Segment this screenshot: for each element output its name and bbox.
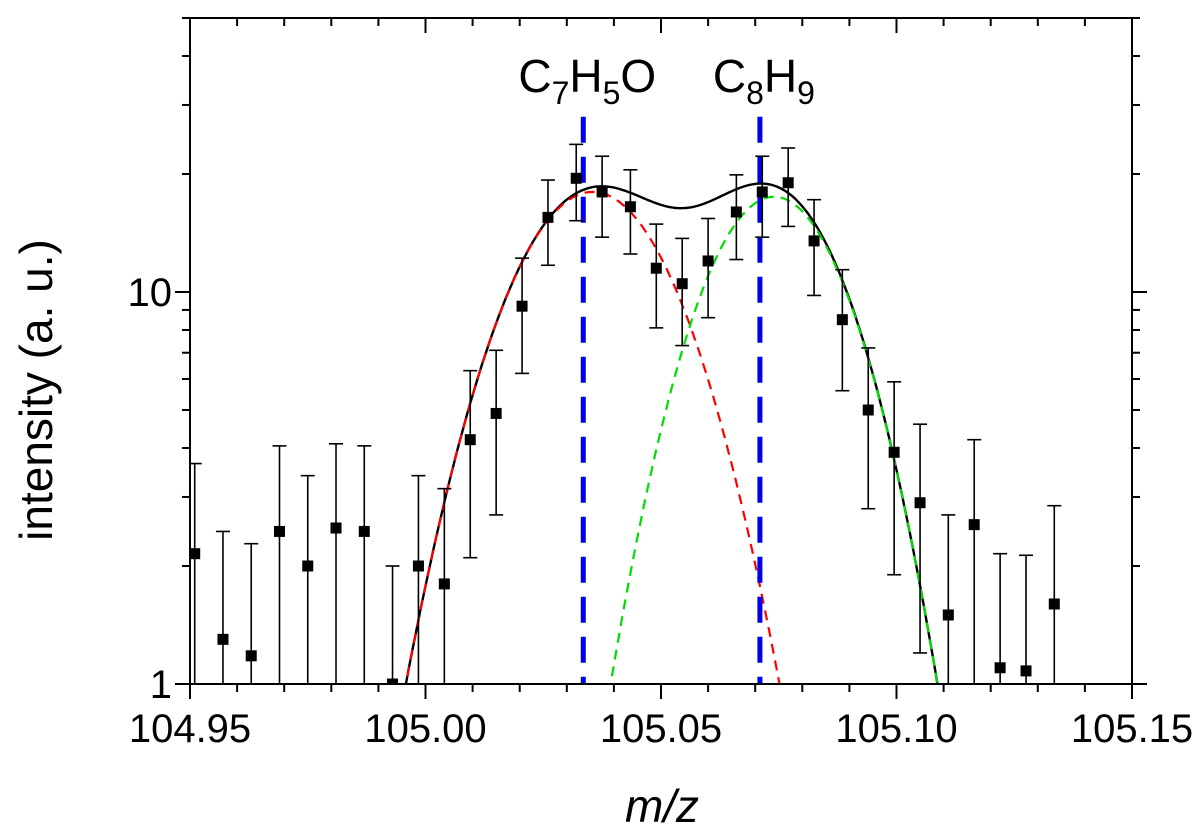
point-marker <box>730 206 742 218</box>
fit-curves <box>404 182 939 684</box>
point-marker <box>1048 598 1060 610</box>
data-point <box>649 223 664 329</box>
formula-text: C <box>518 50 551 102</box>
point-marker <box>190 548 201 560</box>
data-point <box>623 168 638 255</box>
point-marker <box>650 262 662 274</box>
data-point <box>272 445 287 684</box>
point-marker <box>756 186 768 198</box>
point-marker <box>914 497 926 509</box>
formula-text: C <box>713 50 746 102</box>
point-marker <box>387 678 399 684</box>
data-point <box>1019 554 1034 684</box>
data-point <box>357 445 372 684</box>
c7h5o-label: C7H5O <box>518 50 656 111</box>
reference-lines <box>580 116 763 684</box>
x-tick-label: 105.05 <box>600 707 722 751</box>
point-marker <box>596 186 608 198</box>
point-marker <box>542 211 554 223</box>
point-marker <box>358 525 370 537</box>
data-point <box>489 349 504 516</box>
point-marker <box>570 172 582 184</box>
x-tick-label: 105.15 <box>1071 707 1193 751</box>
formula-text: O <box>620 50 656 102</box>
formula-text: H <box>569 50 602 102</box>
point-marker <box>808 235 820 247</box>
data-point <box>729 174 744 261</box>
formula-subscript: 9 <box>797 75 815 111</box>
point-marker <box>1020 665 1032 677</box>
data-point <box>1047 504 1062 684</box>
data-point <box>411 474 426 684</box>
formula-subscript: 7 <box>552 75 570 111</box>
data-point <box>701 217 716 319</box>
data-points <box>190 143 1062 684</box>
data-point <box>993 552 1008 684</box>
component-c7h5o <box>404 190 781 684</box>
point-marker <box>782 177 794 189</box>
point-marker <box>464 434 476 446</box>
point-marker <box>217 633 229 645</box>
point-marker <box>994 662 1006 674</box>
point-marker <box>942 609 954 621</box>
data-point <box>967 438 982 684</box>
formula-text: H <box>764 50 797 102</box>
data-point <box>675 237 690 347</box>
data-point <box>540 179 555 267</box>
data-point <box>215 530 230 684</box>
data-point <box>835 268 850 392</box>
formula-subscript: 8 <box>746 75 764 111</box>
point-marker <box>836 314 848 326</box>
data-point <box>437 487 452 684</box>
data-point <box>595 155 610 238</box>
axis-ticks: 104.95 105.00 105.05 105.10 105.15 1 10 <box>128 17 1193 751</box>
point-marker <box>702 255 714 267</box>
data-point <box>887 381 902 576</box>
data-point <box>515 257 530 375</box>
data-point <box>807 198 822 297</box>
plot-frame <box>189 17 1133 685</box>
data-point <box>913 423 928 654</box>
peak-annotations: C7H5O C8H9 <box>518 50 815 111</box>
data-point <box>300 474 315 684</box>
point-marker <box>888 446 900 458</box>
c8h9-label: C8H9 <box>713 50 815 111</box>
point-marker <box>273 525 285 537</box>
point-marker <box>438 578 450 590</box>
x-tick-label: 105.10 <box>835 707 957 751</box>
point-marker <box>968 519 980 531</box>
total-fit <box>404 182 939 684</box>
data-point <box>941 514 956 684</box>
data-point <box>569 143 584 222</box>
x-tick-label: 104.95 <box>129 707 251 751</box>
x-tick-label: 105.00 <box>364 707 486 751</box>
data-point <box>463 369 478 559</box>
point-marker <box>676 278 688 290</box>
component-c8h9 <box>609 195 939 684</box>
data-point <box>385 565 400 684</box>
data-point <box>329 442 344 684</box>
point-marker <box>862 404 874 416</box>
data-point <box>244 542 259 684</box>
point-marker <box>412 560 424 572</box>
y-axis-title: intensity (a. u.) <box>10 239 62 541</box>
x-axis-title: m/z <box>625 780 699 832</box>
point-marker <box>516 300 528 312</box>
plot-border <box>189 17 1133 685</box>
data-point <box>755 155 770 238</box>
point-marker <box>624 201 636 213</box>
point-marker <box>490 407 502 419</box>
y-tick-label: 10 <box>128 271 173 315</box>
point-marker <box>302 560 314 572</box>
point-marker <box>330 522 342 534</box>
point-marker <box>245 650 257 662</box>
formula-subscript: 5 <box>603 75 621 111</box>
data-point <box>861 347 876 510</box>
y-tick-label: 1 <box>150 663 172 707</box>
data-point <box>781 147 796 228</box>
